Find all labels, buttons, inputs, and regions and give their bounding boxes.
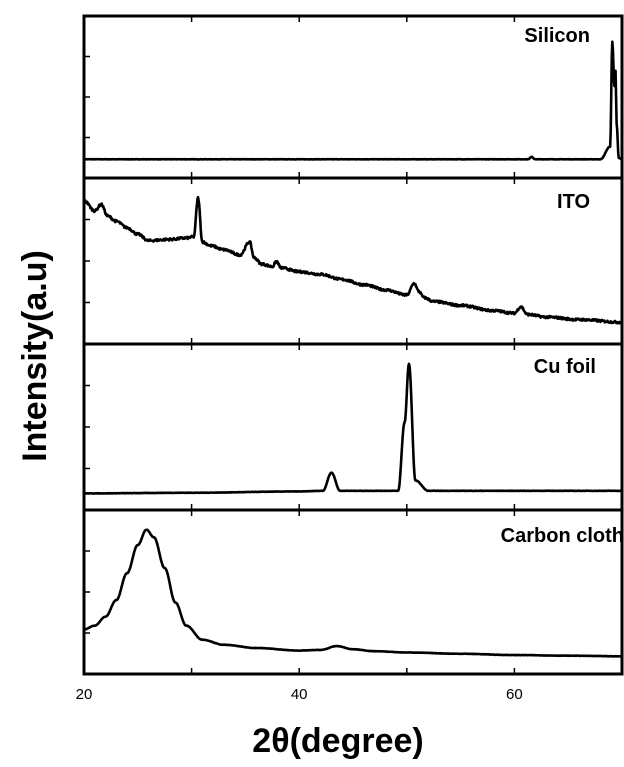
x-tick-label-60: 60: [506, 686, 523, 703]
panel-label-1: ITO: [557, 191, 590, 213]
series-line-2: [82, 362, 624, 495]
series-line-0: [82, 40, 624, 161]
x-tick-label-20: 20: [76, 686, 93, 703]
panel-label-3: Carbon cloth: [501, 525, 624, 547]
series-line-1: [82, 195, 624, 325]
panel-label-0: Silicon: [524, 25, 590, 47]
labels-layer: Silicon ITO Cu foil Carbon cloth: [501, 25, 624, 547]
panels-layer: [82, 40, 624, 658]
x-tick-label-40: 40: [291, 686, 308, 703]
x-axis-title: 2θ(degree): [252, 722, 423, 760]
axes-layer: 20 40 60 2θ(degree) Intensity(a.u): [16, 14, 624, 760]
y-axis-title: Intensity(a.u): [16, 250, 54, 462]
panel-label-2: Cu foil: [534, 356, 596, 378]
series-line-3: [82, 528, 624, 658]
